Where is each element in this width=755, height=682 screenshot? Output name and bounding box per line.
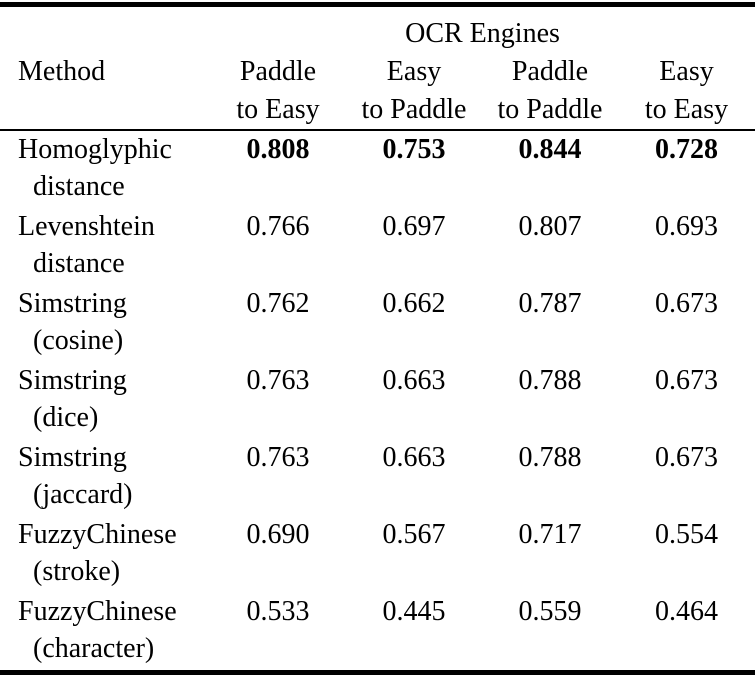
score-cell: 0.766	[246, 211, 310, 242]
table-row: Levenshtein distance 0.766 0.697 0.807 0…	[0, 208, 755, 285]
score-cell: 0.763	[246, 442, 310, 473]
score-cell: 0.787	[518, 288, 582, 319]
method-cell: FuzzyChinese (stroke)	[0, 516, 210, 593]
score-cell: 0.445	[382, 596, 446, 627]
score-cell: 0.808	[246, 134, 310, 165]
method-detail: distance	[33, 171, 125, 202]
score-cell: 0.663	[382, 442, 446, 473]
table-row: Simstring (jaccard) 0.763 0.663 0.788 0.…	[0, 439, 755, 516]
score-cell: 0.533	[246, 596, 310, 627]
column-header-method: Method	[18, 56, 106, 87]
method-detail: (character)	[33, 633, 155, 664]
score-cell: 0.554	[655, 519, 718, 550]
column-group-header: OCR Engines	[405, 18, 560, 49]
method-cell: Homoglyphic distance	[0, 131, 210, 208]
score-cell: 0.807	[518, 211, 582, 242]
score-cell: 0.690	[246, 519, 310, 550]
score-cell: 0.559	[518, 596, 582, 627]
group-header-spacer	[0, 15, 210, 53]
column-header-line2-row: to Easy to Paddle to Paddle to Easy	[0, 91, 755, 129]
method-detail: (dice)	[33, 402, 99, 433]
score-cell: 0.728	[655, 134, 718, 165]
table-top-rule	[0, 2, 755, 7]
method-detail: distance	[33, 248, 125, 279]
method-name: FuzzyChinese	[18, 596, 177, 627]
method-name: FuzzyChinese	[18, 519, 177, 550]
column-header-line1-row: Method Paddle Easy Paddle Easy	[0, 53, 755, 91]
table-header: OCR Engines Method Paddle Easy Paddle Ea…	[0, 7, 755, 129]
column-header-easy-to-easy-line2: to Easy	[644, 94, 729, 125]
method-name: Homoglyphic	[18, 134, 172, 165]
score-cell: 0.663	[382, 365, 446, 396]
score-cell: 0.464	[655, 596, 718, 627]
score-cell: 0.762	[246, 288, 310, 319]
method-cell: Levenshtein distance	[0, 208, 210, 285]
method-name: Simstring	[18, 365, 127, 396]
score-cell: 0.662	[382, 288, 446, 319]
column-header-method-line2	[0, 91, 210, 129]
method-cell: Simstring (cosine)	[0, 285, 210, 362]
method-name: Levenshtein	[18, 211, 155, 242]
score-cell: 0.673	[655, 288, 718, 319]
column-header-paddle-to-easy-line2: to Easy	[236, 94, 320, 125]
method-cell: Simstring (jaccard)	[0, 439, 210, 516]
table-row: Simstring (cosine) 0.762 0.662 0.787 0.6…	[0, 285, 755, 362]
column-header-easy-to-paddle: Easy	[386, 56, 442, 87]
score-cell: 0.693	[655, 211, 718, 242]
score-cell: 0.844	[518, 134, 582, 165]
method-detail: (stroke)	[33, 556, 121, 587]
score-cell: 0.753	[382, 134, 446, 165]
column-header-easy-to-paddle-line2: to Paddle	[361, 94, 467, 125]
table-header-rule	[0, 129, 755, 131]
table-row: FuzzyChinese (stroke) 0.690 0.567 0.717 …	[0, 516, 755, 593]
method-cell: Simstring (dice)	[0, 362, 210, 439]
method-name: Simstring	[18, 288, 127, 319]
score-cell: 0.788	[518, 365, 582, 396]
table-row: Simstring (dice) 0.763 0.663 0.788 0.673	[0, 362, 755, 439]
table-body: Homoglyphic distance 0.808 0.753 0.844 0…	[0, 131, 755, 670]
table-row: Homoglyphic distance 0.808 0.753 0.844 0…	[0, 131, 755, 208]
score-cell: 0.717	[518, 519, 582, 550]
score-cell: 0.673	[655, 365, 718, 396]
score-cell: 0.567	[382, 519, 446, 550]
score-cell: 0.673	[655, 442, 718, 473]
table-bottom-rule	[0, 670, 755, 675]
column-header-easy-to-easy: Easy	[659, 56, 714, 87]
method-name: Simstring	[18, 442, 127, 473]
table-row: FuzzyChinese (character) 0.533 0.445 0.5…	[0, 593, 755, 670]
score-cell: 0.788	[518, 442, 582, 473]
column-header-paddle-to-paddle-line2: to Paddle	[497, 94, 603, 125]
column-header-paddle-to-paddle: Paddle	[511, 56, 589, 87]
method-detail: (cosine)	[33, 325, 124, 356]
score-cell: 0.763	[246, 365, 310, 396]
column-header-paddle-to-easy: Paddle	[239, 56, 317, 87]
group-header-row: OCR Engines	[0, 15, 755, 53]
method-detail: (jaccard)	[33, 479, 133, 510]
method-cell: FuzzyChinese (character)	[0, 593, 210, 670]
score-cell: 0.697	[382, 211, 446, 242]
